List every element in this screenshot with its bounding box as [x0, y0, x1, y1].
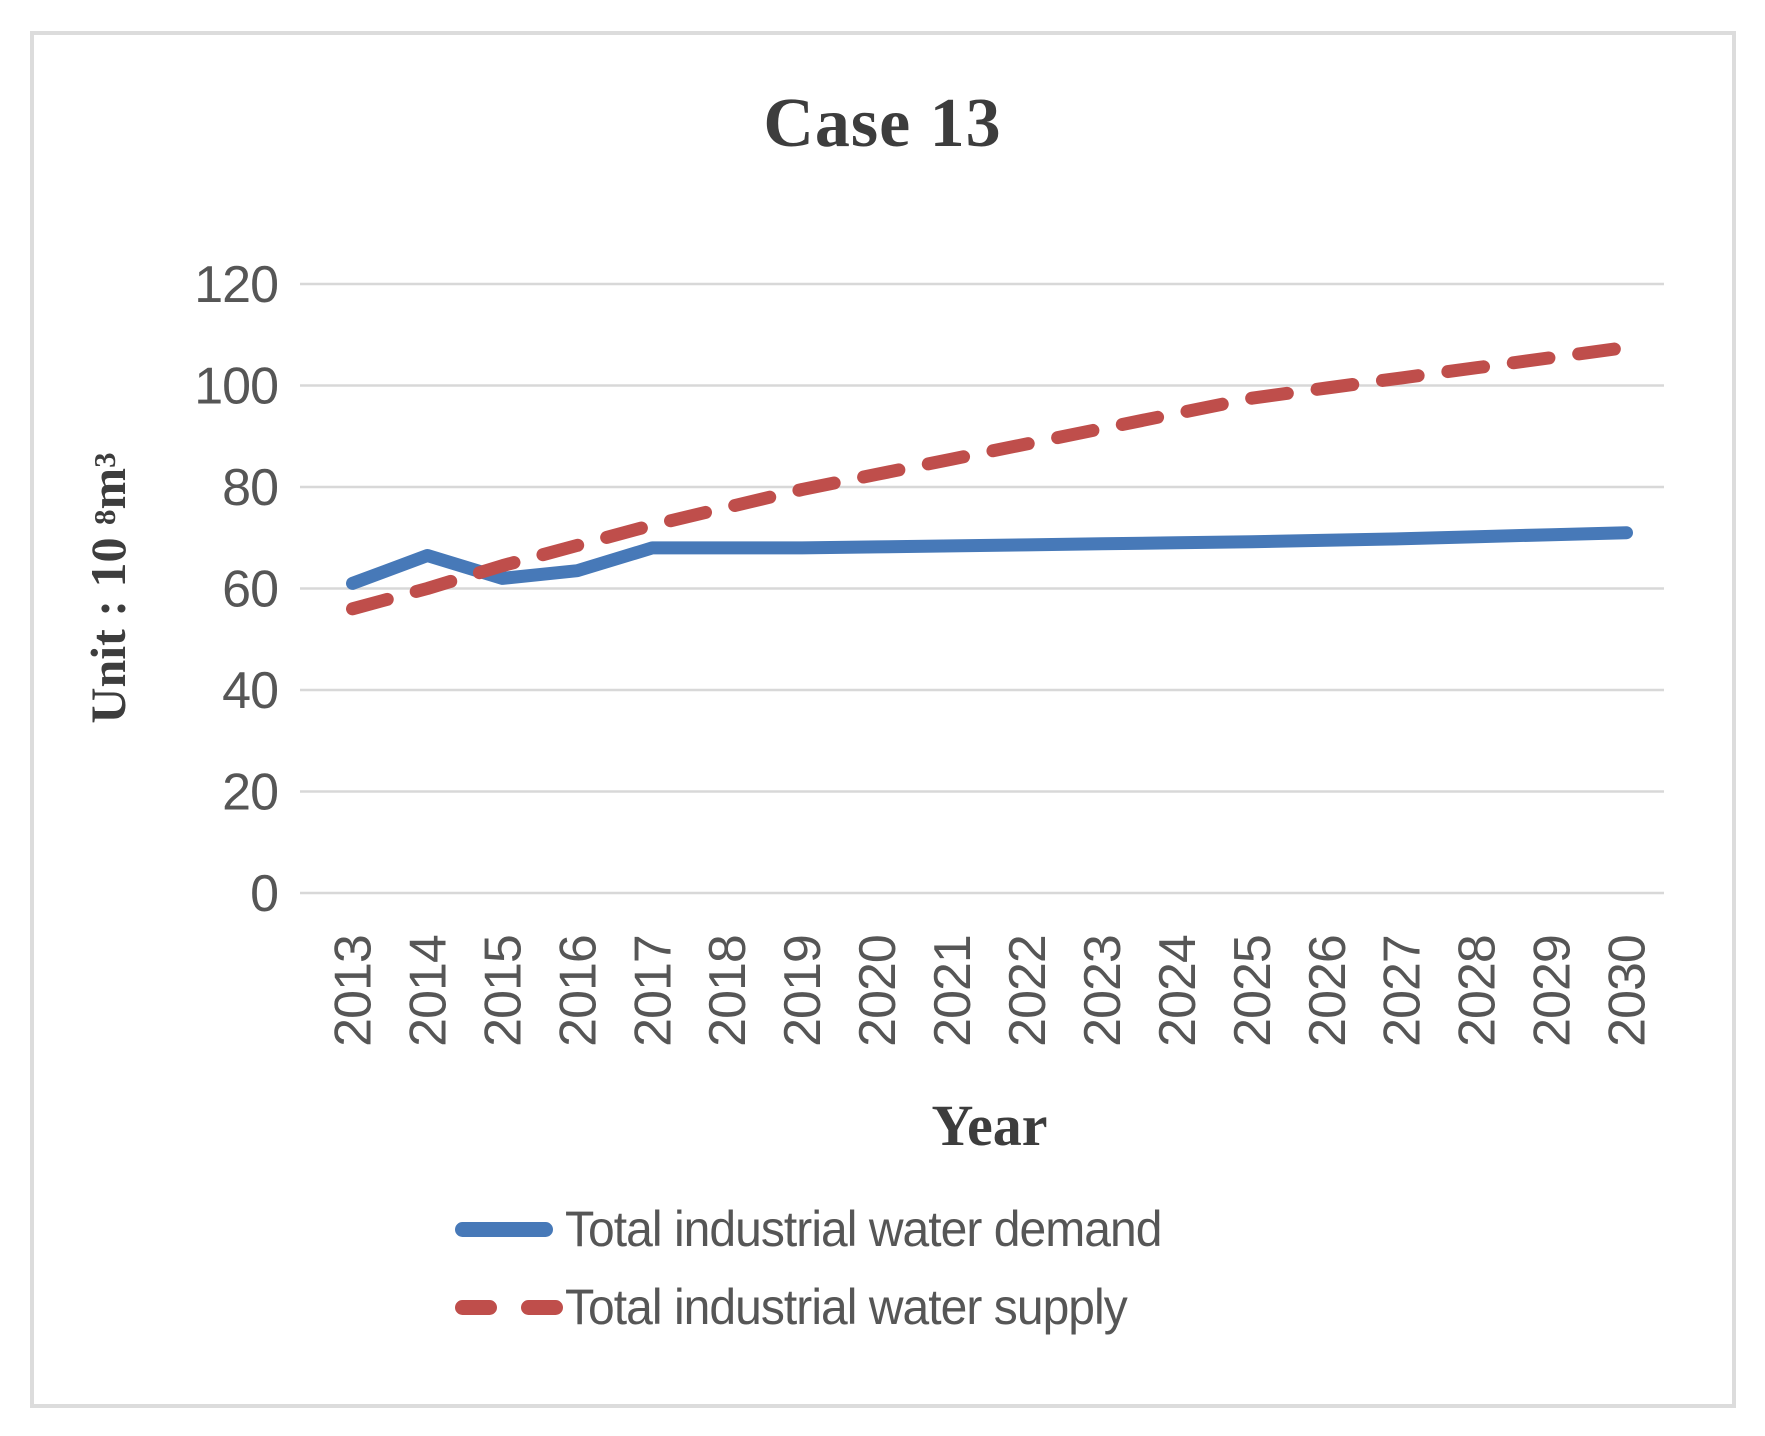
- chart-title: Case 13: [763, 85, 1002, 162]
- legend-label-supply: Total industrial water supply: [565, 1279, 1128, 1335]
- supply-line: [346, 340, 1633, 616]
- x-tick-label: 2029: [1524, 935, 1582, 1047]
- x-tick-label: 2023: [1074, 935, 1132, 1047]
- supply-dashed-line-sample-icon: [455, 1299, 563, 1315]
- x-tick-label: 2022: [999, 935, 1057, 1047]
- y-tick-label: 100: [194, 358, 278, 416]
- x-tick-label: 2017: [624, 935, 682, 1047]
- x-tick-label: 2027: [1374, 935, 1432, 1047]
- x-axis-title: Year: [931, 1093, 1048, 1158]
- supply-sample-dash-1: [455, 1299, 497, 1315]
- x-tick-label: 2030: [1599, 935, 1657, 1047]
- x-tick-label: 2019: [774, 935, 832, 1047]
- x-tick-label: 2021: [924, 935, 982, 1047]
- x-tick-label: 2018: [699, 935, 757, 1047]
- demand-solid-line-sample-icon: [455, 1221, 553, 1237]
- x-tick-label: 2020: [849, 935, 907, 1047]
- y-tick-label: 0: [250, 865, 278, 923]
- legend-item-supply: Total industrial water supply: [455, 1276, 1186, 1338]
- y-tick-label: 60: [222, 561, 278, 619]
- supply-sample-dash-2: [521, 1299, 563, 1315]
- demand-line: [346, 526, 1633, 590]
- x-tick-label: 2025: [1224, 935, 1282, 1047]
- y-tick-label: 80: [222, 459, 278, 517]
- y-tick-label: 40: [222, 662, 278, 720]
- x-tick-label: 2028: [1449, 935, 1507, 1047]
- legend: Total industrial water demand Total indu…: [455, 1198, 1186, 1354]
- y-tick-label: 20: [222, 764, 278, 822]
- demand-sample-bar: [455, 1221, 553, 1237]
- x-tick-label: 2014: [399, 935, 457, 1047]
- y-tick-label: 120: [194, 256, 278, 314]
- x-tick-label: 2024: [1149, 935, 1207, 1047]
- chart-frame: [30, 31, 1736, 1408]
- x-tick-label: 2016: [549, 935, 607, 1047]
- legend-item-demand: Total industrial water demand: [455, 1198, 1186, 1260]
- x-tick-label: 2026: [1299, 935, 1357, 1047]
- legend-label-demand: Total industrial water demand: [565, 1201, 1162, 1257]
- x-tick-label: 2013: [324, 935, 382, 1047]
- x-tick-label: 2015: [474, 935, 532, 1047]
